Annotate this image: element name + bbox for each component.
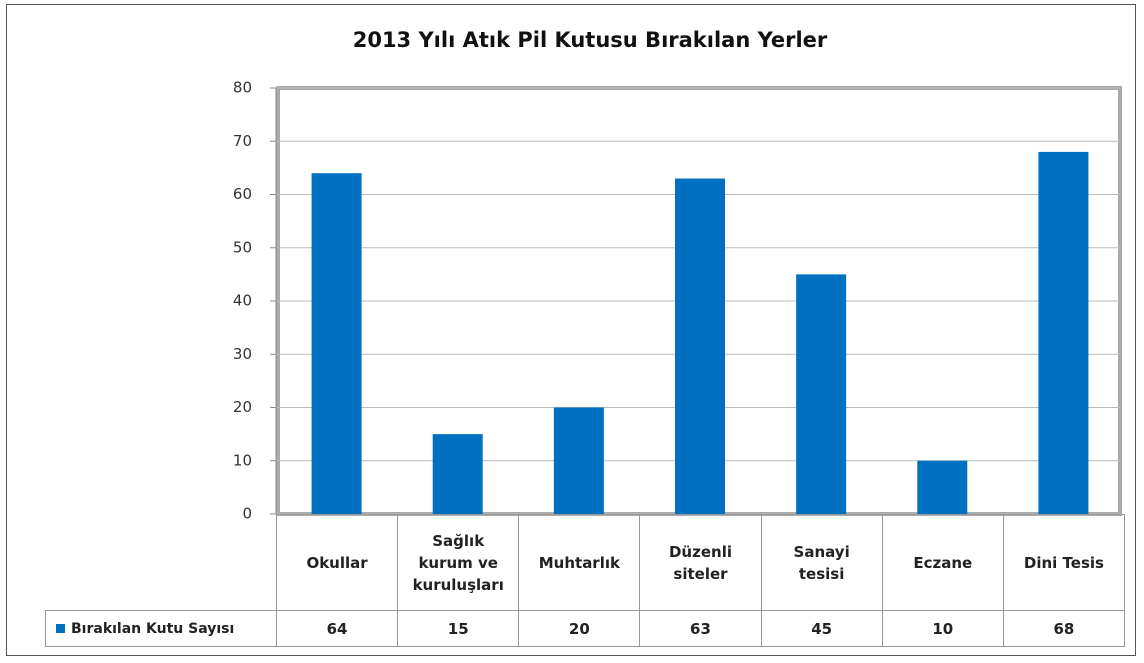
category-cell: Düzenli siteler [639, 514, 762, 611]
bar [432, 434, 483, 514]
y-tick-label: 70 [233, 132, 252, 150]
bar [311, 173, 362, 514]
value-cell: 63 [639, 610, 762, 647]
legend-swatch [56, 624, 65, 633]
chart-title: 2013 Yılı Atık Pil Kutusu Bırakılan Yerl… [352, 28, 828, 52]
category-cell: Sağlık kurum ve kuruluşları [397, 514, 520, 611]
legend-label: Bırakılan Kutu Sayısı [71, 620, 235, 637]
value-cell: 20 [518, 610, 641, 647]
category-cell: Muhtarlık [518, 514, 641, 611]
bar [796, 274, 847, 514]
value-cell: 45 [760, 610, 883, 647]
y-tick-label: 80 [233, 79, 252, 97]
category-cell: Sanayi tesisi [760, 514, 883, 611]
value-cell: 68 [1002, 610, 1125, 647]
category-cell: Okullar [276, 514, 399, 611]
value-cell: 10 [881, 610, 1004, 647]
chart-frame [6, 4, 1136, 656]
y-tick-label: 60 [233, 185, 252, 203]
y-tick-label: 30 [233, 345, 252, 363]
bar [917, 460, 968, 514]
y-tick-label: 50 [233, 238, 252, 256]
bar [675, 178, 725, 514]
y-tick-label: 40 [233, 292, 252, 310]
value-cell: 15 [397, 610, 520, 647]
value-cell: 64 [276, 610, 399, 647]
bar [1038, 151, 1089, 514]
category-cell: Dini Tesis [1002, 514, 1125, 611]
y-tick-label: 10 [233, 451, 252, 469]
y-tick-label: 0 [242, 505, 252, 523]
legend-cell: Bırakılan Kutu Sayısı [45, 610, 277, 647]
y-tick-label: 20 [233, 398, 252, 416]
bar [553, 407, 604, 514]
category-cell: Eczane [881, 514, 1004, 611]
